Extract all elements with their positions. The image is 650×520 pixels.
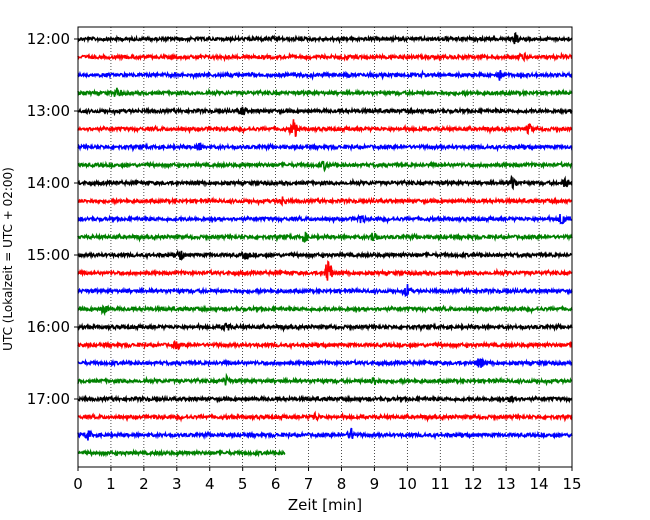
x-tick-label: 3	[172, 475, 182, 493]
trace-1330	[77, 142, 573, 153]
trace-1600	[77, 321, 573, 333]
trace-1315	[77, 119, 573, 138]
trace-1300	[77, 106, 573, 117]
x-tick-label: 12	[464, 475, 483, 493]
trace-1730	[77, 427, 573, 441]
x-tick-label: 4	[205, 475, 215, 493]
y-tick-label: 14:00	[27, 174, 70, 192]
y-axis-label: UTC (Lokalzeit = UTC + 02:00)	[1, 167, 15, 351]
x-tick-label: 8	[337, 475, 347, 493]
trace-1530	[77, 284, 573, 298]
x-tick-label: 2	[139, 475, 149, 493]
x-tick-label: 0	[73, 475, 83, 493]
x-tick-label: 14	[530, 475, 549, 493]
trace-1630	[77, 357, 573, 368]
trace-1645	[77, 372, 573, 387]
y-tick-label: 17:00	[27, 390, 70, 408]
y-axis-ticks: 12:00 13:00 14:00 15:00 16:00 17:00	[27, 30, 78, 408]
trace-1545	[77, 304, 573, 317]
trace-1400	[77, 174, 573, 191]
x-axis-label: Zeit [min]	[288, 496, 362, 514]
y-tick-label: 12:00	[27, 30, 70, 48]
x-tick-label: 5	[238, 475, 248, 493]
trace-1215	[77, 51, 573, 63]
trace-1200	[77, 31, 573, 45]
trace-1515	[77, 260, 573, 281]
x-grid	[110, 27, 540, 467]
x-tick-label: 6	[271, 475, 281, 493]
trace-1245	[77, 87, 573, 98]
x-tick-label: 9	[370, 475, 380, 493]
trace-1415	[77, 196, 573, 207]
trace-1700	[77, 394, 573, 404]
x-tick-label: 1	[106, 475, 116, 493]
x-tick-label: 7	[304, 475, 314, 493]
y-tick-label: 15:00	[27, 246, 70, 264]
x-tick-label: 11	[431, 475, 450, 493]
trace-1715	[77, 410, 573, 423]
y-tick-label: 13:00	[27, 102, 70, 120]
plot-frame	[77, 26, 573, 468]
x-tick-label: 13	[497, 475, 516, 493]
trace-1345	[77, 160, 573, 173]
x-tick-label: 10	[398, 475, 417, 493]
trace-1230	[77, 69, 573, 81]
x-axis-ticks: 0 1 2 3 4 5 6 7 8 9 10 11 12 13 14 15	[73, 467, 582, 493]
trace-1445	[77, 231, 573, 243]
trace-1615	[77, 339, 573, 351]
x-tick-label: 15	[562, 475, 581, 493]
trace-1430	[77, 213, 573, 225]
trace-1500	[77, 249, 573, 261]
trace-1745	[77, 448, 286, 458]
traces	[77, 31, 573, 458]
y-tick-label: 16:00	[27, 318, 70, 336]
